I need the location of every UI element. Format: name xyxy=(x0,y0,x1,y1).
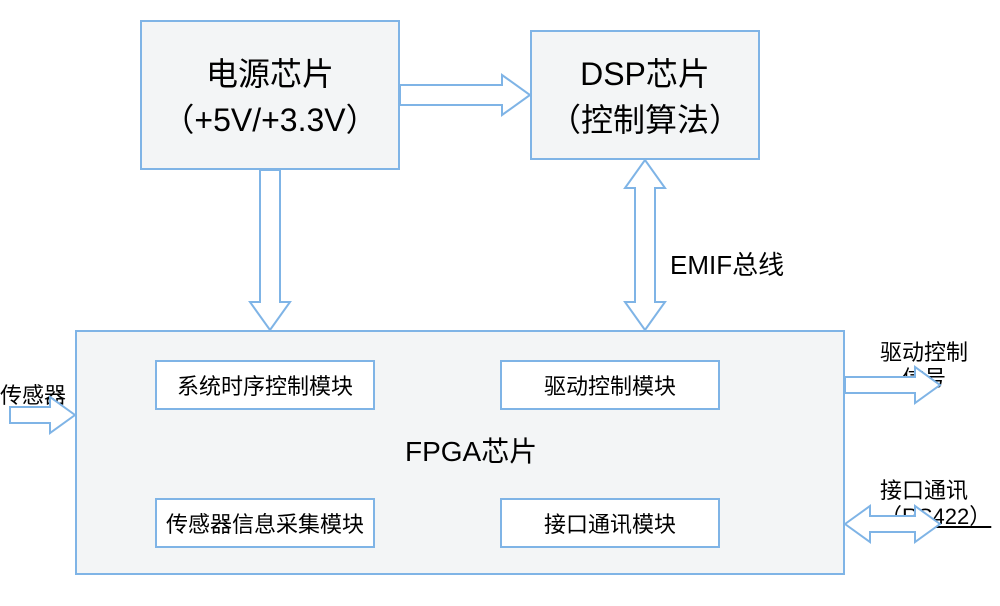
dsp-chip-subtitle: （控制算法） xyxy=(549,95,741,141)
arrow-power-to-dsp xyxy=(400,75,530,115)
arrow-dsp-fpga-bidir xyxy=(625,160,665,330)
power-chip-title: 电源芯片 xyxy=(206,49,334,95)
interface-comm-module-box: 接口通讯模块 xyxy=(500,498,720,548)
drive-signal-line1: 驱动控制 xyxy=(880,340,968,366)
power-chip-box: 电源芯片 （+5V/+3.3V） xyxy=(140,20,400,170)
drive-signal-label: 驱动控制 信号 xyxy=(880,340,968,393)
sensor-acquisition-module-box: 传感器信息采集模块 xyxy=(155,498,375,548)
sensor-acquisition-module-label: 传感器信息采集模块 xyxy=(166,507,364,539)
timing-control-module-label: 系统时序控制模块 xyxy=(177,369,353,401)
sensor-input-label: 传感器 xyxy=(0,378,66,410)
dsp-chip-title: DSP芯片 xyxy=(580,49,710,95)
interface-comm-module-label: 接口通讯模块 xyxy=(544,507,676,539)
drive-control-module-box: 驱动控制模块 xyxy=(500,360,720,410)
interface-comm-line2: （RS422） xyxy=(880,504,991,530)
dsp-chip-box: DSP芯片 （控制算法） xyxy=(530,30,760,160)
fpga-chip-title: FPGA芯片 xyxy=(405,430,537,470)
drive-signal-line2: 信号 xyxy=(880,366,968,392)
interface-comm-label: 接口通讯 （RS422） xyxy=(880,478,991,531)
timing-control-module-box: 系统时序控制模块 xyxy=(155,360,375,410)
drive-control-module-label: 驱动控制模块 xyxy=(544,369,676,401)
emif-bus-label: EMIF总线 xyxy=(670,245,784,282)
power-chip-subtitle: （+5V/+3.3V） xyxy=(162,95,377,141)
interface-comm-line1: 接口通讯 xyxy=(880,478,991,504)
arrow-power-to-fpga xyxy=(250,170,290,330)
